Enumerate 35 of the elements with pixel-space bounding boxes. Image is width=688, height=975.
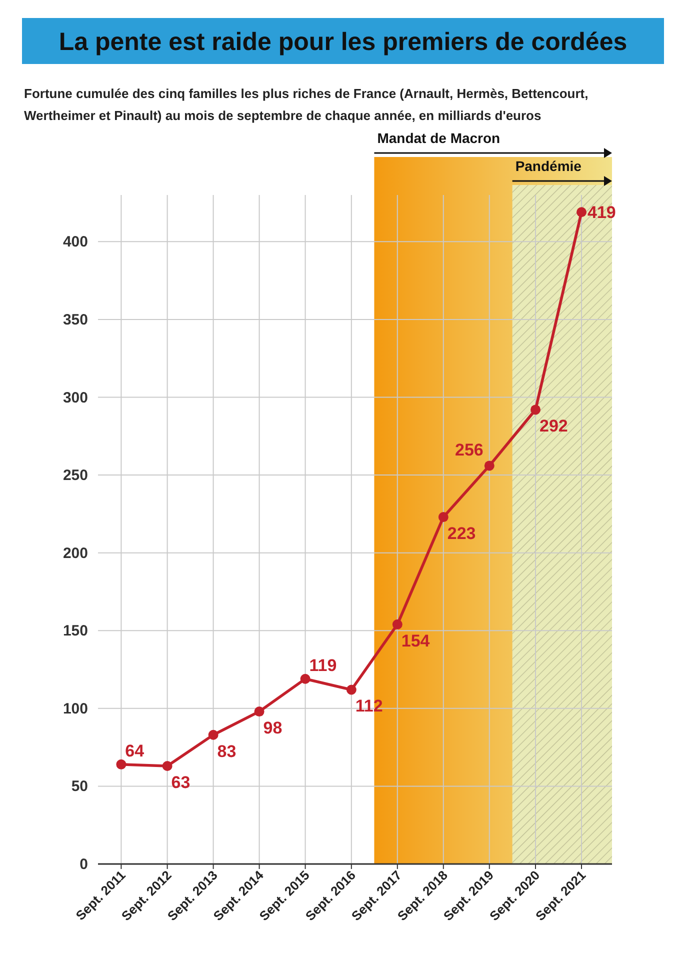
chart-title: La pente est raide pour les premiers de cordées — [58, 28, 628, 56]
point — [208, 730, 218, 740]
point — [300, 674, 310, 684]
data-label: 112 — [355, 696, 383, 716]
data-label: 64 — [125, 741, 145, 760]
data-label: 154 — [401, 631, 430, 650]
y-tick-label: 0 — [80, 856, 88, 873]
y-tick-label: 350 — [62, 311, 88, 328]
point — [438, 512, 448, 522]
data-label: 63 — [171, 772, 190, 792]
y-tick-label: 150 — [62, 622, 88, 640]
data-label: 292 — [540, 416, 568, 436]
chart-subtitle: Fortune cumulée des cinq familles les plus riches de France (Arnault, Hermès, Bettencourt, Wertheimer et Pinault) au mois de septembre de chaque année, en milliards d'euros — [24, 86, 588, 123]
data-label: 256 — [455, 440, 484, 460]
y-tick-label: 250 — [62, 467, 88, 484]
band-label: Mandat de Macron — [377, 130, 500, 146]
y-tick-label: 50 — [71, 778, 88, 796]
point — [254, 706, 264, 717]
point — [392, 619, 402, 630]
point — [576, 207, 587, 218]
data-label: 419 — [588, 203, 616, 222]
y-tick-label: 300 — [62, 389, 88, 406]
y-tick-label: 400 — [62, 234, 88, 251]
data-label: 98 — [263, 718, 282, 738]
data-label: 223 — [447, 524, 476, 544]
y-tick-label: 200 — [62, 544, 88, 562]
point — [162, 760, 172, 771]
data-label: 119 — [309, 656, 337, 675]
y-tick-label: 100 — [62, 700, 88, 718]
data-label: 83 — [217, 742, 236, 761]
point — [484, 460, 494, 471]
point — [116, 759, 126, 770]
point — [530, 404, 541, 415]
band-label: Pandémie — [515, 158, 582, 174]
point — [346, 684, 356, 695]
